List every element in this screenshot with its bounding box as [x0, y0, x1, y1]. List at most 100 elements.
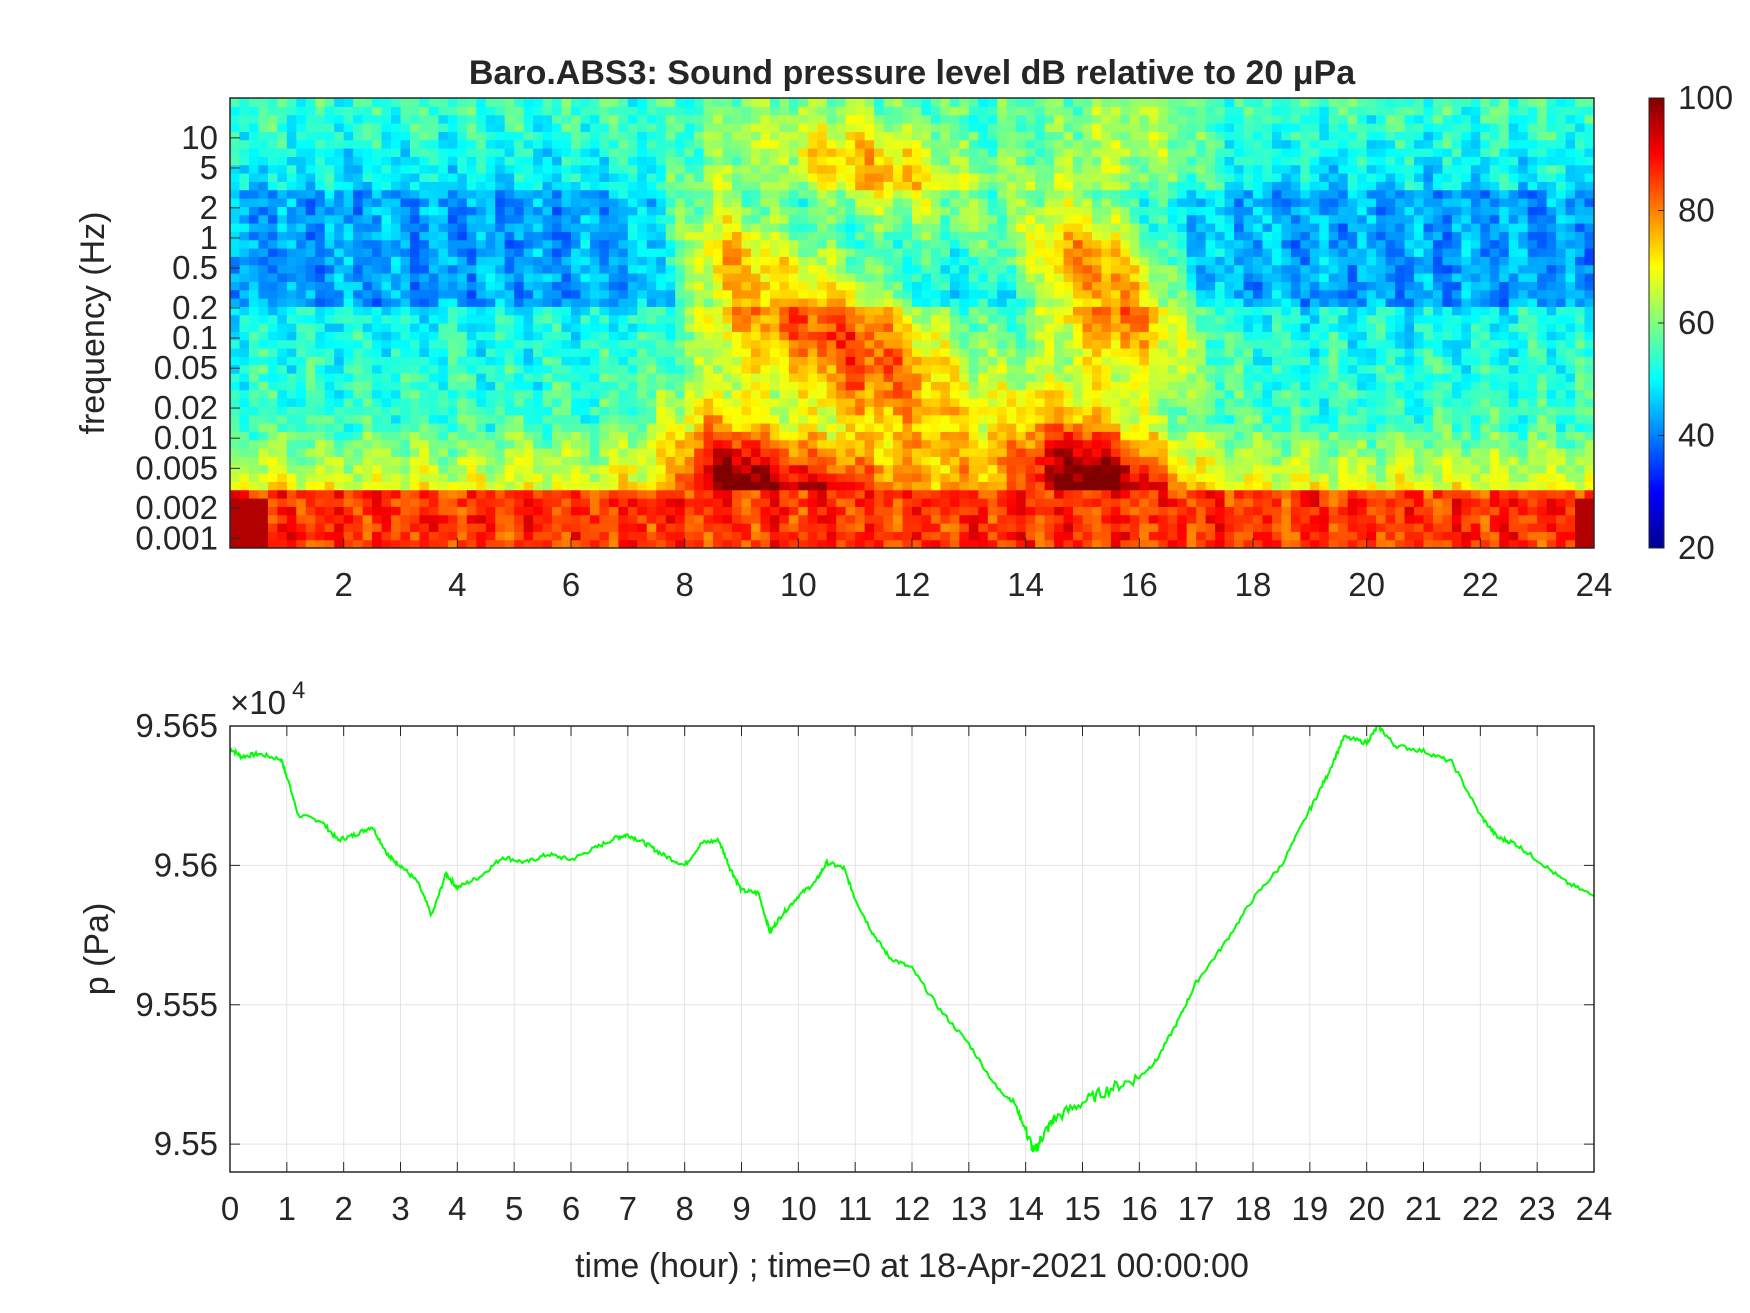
- heatmap-cell: [732, 214, 743, 224]
- heatmap-cell: [1054, 348, 1065, 357]
- heatmap-cell: [343, 181, 354, 191]
- heatmap-cell: [267, 431, 278, 441]
- heatmap-cell: [343, 131, 354, 141]
- heatmap-cell: [732, 123, 743, 132]
- heatmap-cell: [391, 389, 402, 399]
- heatmap-cell: [324, 98, 335, 107]
- heatmap-cell: [589, 306, 601, 316]
- heatmap-cell: [864, 456, 875, 466]
- heatmap-cell: [324, 464, 335, 474]
- heatmap-cell: [940, 189, 951, 199]
- heatmap-cell: [940, 256, 951, 266]
- heatmap-cell: [305, 314, 316, 324]
- heatmap-cell: [741, 189, 752, 199]
- heatmap-cell: [883, 314, 894, 324]
- heatmap-cell: [1035, 248, 1046, 257]
- heatmap-cell: [703, 431, 714, 441]
- heatmap-cell: [305, 506, 316, 516]
- heatmap-cell: [627, 98, 638, 107]
- heatmap-cell: [807, 256, 818, 266]
- heatmap-cell: [419, 264, 430, 274]
- heatmap-cell: [883, 114, 894, 124]
- heatmap-cell: [542, 398, 553, 407]
- heatmap-cell: [959, 498, 970, 507]
- heatmap-cell: [750, 489, 762, 499]
- heatmap-cell: [817, 339, 828, 349]
- heatmap-cell: [912, 223, 923, 232]
- heatmap-cell: [1035, 189, 1046, 199]
- heatmap-cell: [1025, 206, 1036, 216]
- heatmap-cell: [599, 506, 610, 516]
- heatmap-cell: [1006, 264, 1017, 274]
- heatmap-cell: [1035, 473, 1046, 482]
- heatmap-cell: [466, 456, 477, 466]
- heatmap-cell: [599, 281, 610, 291]
- heatmap-cell: [750, 406, 762, 416]
- heatmap-cell: [1091, 473, 1103, 482]
- heatmap-cell: [372, 206, 383, 216]
- heatmap-cell: [447, 523, 458, 532]
- heatmap-cell: [684, 323, 695, 332]
- heatmap-cell: [457, 306, 468, 316]
- heatmap-cell: [589, 481, 601, 491]
- heatmap-cell: [949, 148, 960, 157]
- heatmap-cell: [324, 223, 335, 232]
- heatmap-cell: [694, 398, 705, 407]
- heatmap-cell: [902, 423, 913, 432]
- heatmap-cell: [428, 481, 439, 491]
- heatmap-cell: [665, 323, 676, 332]
- heatmap-cell: [684, 489, 695, 499]
- heatmap-cell: [646, 131, 657, 141]
- heatmap-cell: [552, 239, 563, 249]
- heatmap-cell: [921, 323, 932, 332]
- heatmap-cell: [409, 114, 421, 124]
- heatmap-cell: [1044, 306, 1055, 316]
- heatmap-cell: [419, 431, 430, 441]
- heatmap-cell: [637, 98, 648, 107]
- heatmap-cell: [438, 206, 449, 216]
- heatmap-cell: [343, 231, 354, 241]
- heatmap-cell: [1006, 389, 1017, 399]
- heatmap-cell: [258, 448, 269, 457]
- heatmap-cell: [788, 181, 799, 191]
- heatmap-cell: [476, 506, 487, 516]
- heatmap-cell: [855, 148, 866, 157]
- heatmap-cell: [836, 148, 847, 157]
- heatmap-cell: [476, 189, 487, 199]
- heatmap-cell: [409, 181, 421, 191]
- heatmap-cell: [732, 373, 743, 382]
- heatmap-cell: [334, 473, 345, 482]
- heatmap-cell: [239, 339, 250, 349]
- heatmap-cell: [627, 189, 638, 199]
- heatmap-cell: [324, 123, 335, 132]
- heatmap-cell: [286, 306, 297, 316]
- heatmap-cell: [1073, 514, 1084, 524]
- heatmap-cell: [1016, 114, 1027, 124]
- heatmap-cell: [893, 456, 904, 466]
- heatmap-cell: [1091, 139, 1103, 149]
- heatmap-cell: [533, 498, 544, 507]
- heatmap-cell: [239, 381, 250, 391]
- heatmap-cell: [608, 381, 619, 391]
- heatmap-cell: [230, 448, 241, 457]
- heatmap-cell: [798, 331, 809, 341]
- heatmap-cell: [296, 256, 307, 266]
- heatmap-cell: [902, 306, 913, 316]
- heatmap-cell: [959, 348, 970, 357]
- heatmap-cell: [428, 273, 439, 282]
- heatmap-cell: [760, 164, 771, 174]
- heatmap-cell: [400, 131, 411, 141]
- heatmap-cell: [769, 264, 780, 274]
- heatmap-cell: [315, 239, 326, 249]
- heatmap-cell: [760, 331, 771, 341]
- heatmap-cell: [447, 339, 458, 349]
- heatmap-cell: [722, 106, 733, 116]
- heatmap-cell: [921, 289, 932, 299]
- heatmap-cell: [419, 298, 430, 307]
- heatmap-cell: [343, 289, 354, 299]
- heatmap-cell: [675, 348, 686, 357]
- heatmap-cell: [1091, 373, 1103, 382]
- heatmap-cell: [495, 514, 506, 524]
- heatmap-cell: [864, 423, 875, 432]
- heatmap-cell: [845, 373, 856, 382]
